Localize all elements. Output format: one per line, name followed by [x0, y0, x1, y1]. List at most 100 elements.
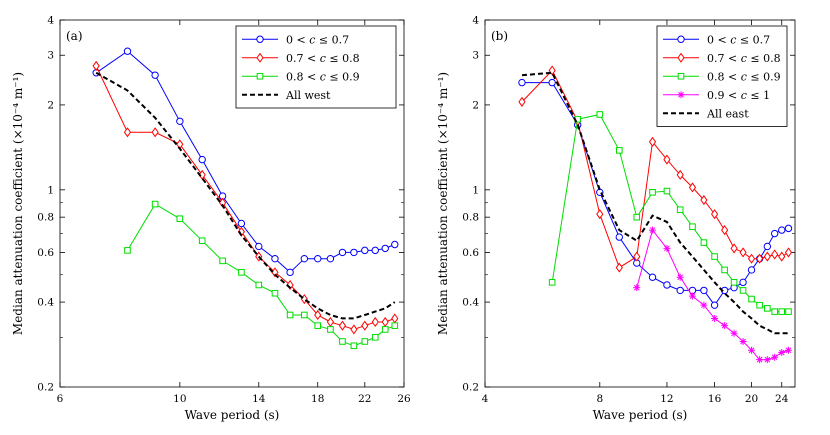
legend-label: All east — [706, 107, 749, 120]
data-point — [730, 329, 738, 337]
legend-label: 0.8 < c ≤ 0.9 — [286, 70, 360, 83]
legend: 0 < c ≤ 0.7 0.7 < c ≤ 0.8 0.8 < c ≤ 0.9 All… — [235, 25, 397, 109]
x-tick-label: 12 — [660, 393, 673, 405]
data-point — [739, 287, 747, 294]
legend-label-part: 0 < — [707, 33, 730, 46]
data-point — [151, 200, 159, 208]
legend-label-part: 0.7 < — [707, 52, 741, 65]
data-point — [198, 155, 206, 164]
data-point — [700, 239, 708, 246]
series-line — [127, 203, 395, 347]
x-tick-label: 26 — [397, 393, 411, 405]
legend-label-part: ≤ 0.8 — [326, 52, 360, 65]
legend-label-part: 0.8 < — [707, 70, 741, 83]
series-line — [551, 113, 789, 313]
legend-label: 0.9 < c ≤ 1 — [707, 89, 770, 102]
data-point — [314, 254, 322, 263]
legend-label-part: 0.9 < — [707, 89, 741, 102]
legend-label-part: All west — [285, 89, 331, 102]
data-point — [756, 253, 764, 264]
y-tick-label: 3 — [472, 50, 479, 62]
data-point — [648, 136, 657, 147]
data-point — [739, 337, 747, 345]
data-point — [124, 247, 131, 254]
legend-label: 0.7 < c ≤ 0.8 — [286, 52, 360, 65]
data-point — [756, 356, 764, 364]
data-point — [350, 342, 358, 350]
data-point — [92, 60, 100, 71]
legend-label-var: c — [741, 52, 747, 65]
data-point — [633, 213, 641, 221]
legend-label: 0 < c ≤ 0.7 — [707, 33, 770, 46]
data-point — [518, 96, 526, 107]
legend-label-part: 0.7 < — [286, 52, 320, 65]
x-axis-label: Wave period (s) — [593, 408, 688, 422]
data-point — [676, 206, 684, 214]
data-point — [350, 324, 358, 335]
data-point — [633, 251, 641, 262]
data-point — [710, 209, 719, 220]
y-tick-label: 2 — [47, 99, 54, 111]
plot-frame — [484, 19, 796, 388]
data-point — [371, 334, 379, 341]
data-point — [663, 281, 671, 289]
data-point — [301, 311, 308, 319]
series-line — [95, 71, 396, 320]
data-point — [747, 266, 756, 274]
data-point — [676, 273, 684, 281]
legend-label-part: 0 < — [286, 33, 309, 46]
data-point — [700, 194, 708, 206]
data-point — [219, 257, 226, 265]
series-1 — [518, 65, 793, 273]
data-point — [649, 189, 656, 196]
series-line — [636, 229, 789, 361]
x-tick-label: 18 — [311, 393, 324, 405]
data-point — [778, 226, 786, 234]
data-point — [381, 326, 389, 333]
series-1 — [92, 60, 399, 335]
data-point — [778, 308, 786, 315]
data-point — [596, 111, 604, 118]
y-tick-label: 0.2 — [37, 382, 54, 394]
x-axis-label: Wave period (s) — [185, 408, 280, 422]
data-point — [286, 311, 294, 319]
y-tick-label: 0.8 — [462, 212, 479, 224]
data-point — [256, 52, 264, 63]
legend-label-part: ≤ 0.9 — [747, 70, 781, 83]
data-point — [548, 65, 556, 76]
data-point — [314, 322, 322, 329]
data-point — [371, 316, 379, 328]
series-0 — [92, 47, 399, 277]
legend-label-part: ≤ 1 — [747, 89, 770, 102]
legend-label-var: c — [309, 33, 315, 46]
data-point — [700, 286, 708, 295]
data-point — [710, 301, 719, 309]
x-tick-label: 16 — [708, 393, 722, 405]
data-point — [361, 320, 369, 331]
data-point — [314, 309, 322, 321]
data-point — [633, 284, 641, 292]
y-tick-label: 0.4 — [462, 297, 479, 309]
data-point — [518, 78, 526, 87]
data-point — [615, 233, 624, 241]
data-point — [771, 308, 778, 315]
data-point — [784, 224, 793, 233]
y-tick-label: 4 — [47, 15, 54, 27]
data-point — [784, 247, 793, 258]
series-line — [521, 71, 789, 335]
data-point — [689, 223, 696, 231]
data-point — [747, 253, 756, 264]
y-tick-label: 0.6 — [37, 247, 54, 259]
legend-label-var: c — [741, 70, 747, 83]
data-point — [739, 278, 747, 287]
series-2 — [548, 111, 792, 315]
data-point — [548, 279, 556, 286]
data-point — [381, 316, 389, 328]
data-point — [123, 47, 132, 55]
data-point — [271, 289, 279, 297]
data-point — [255, 242, 263, 251]
data-point — [151, 71, 159, 79]
data-point — [327, 326, 334, 333]
legend-label: 0 < c ≤ 0.7 — [286, 33, 349, 46]
